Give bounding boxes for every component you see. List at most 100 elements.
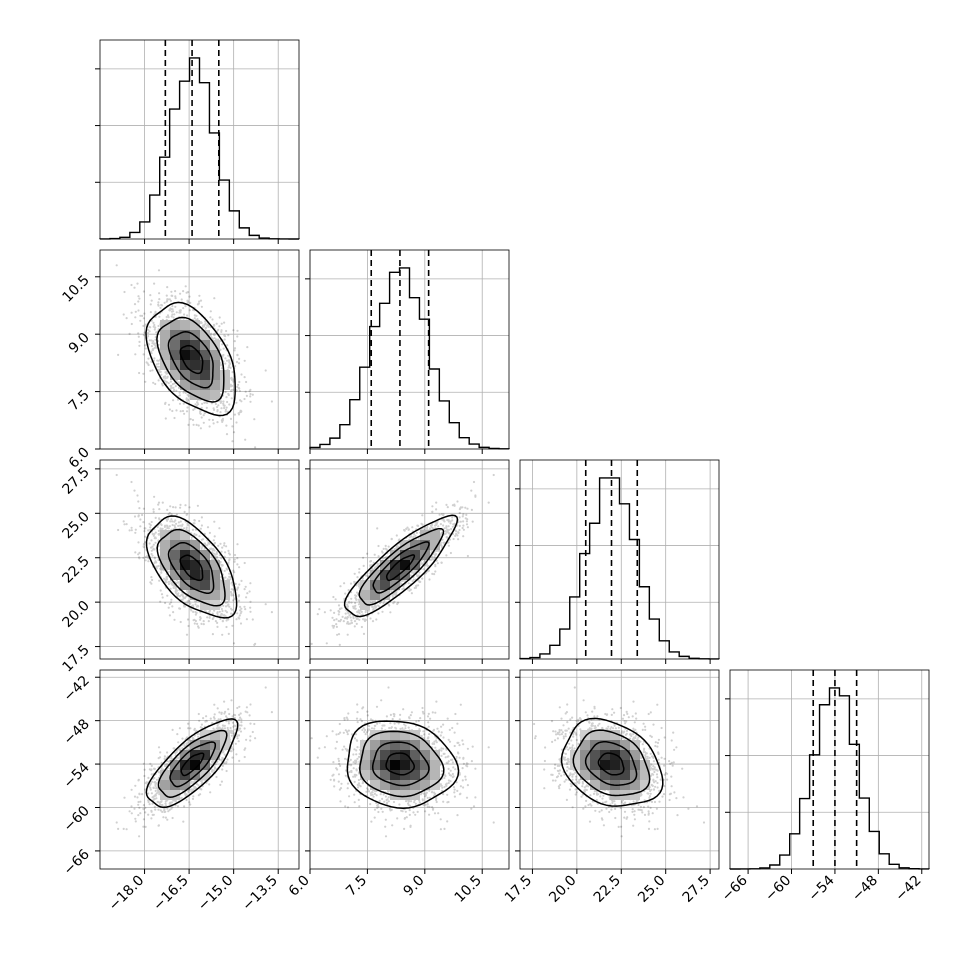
scatter-point bbox=[466, 507, 469, 510]
scatter-point bbox=[211, 418, 214, 422]
scatter-point bbox=[167, 527, 170, 530]
scatter-point bbox=[130, 311, 133, 314]
density-cell bbox=[160, 540, 170, 550]
scatter-point bbox=[142, 545, 145, 548]
scatter-point bbox=[171, 308, 174, 311]
scatter-point bbox=[141, 314, 144, 317]
scatter-point bbox=[459, 520, 462, 523]
scatter-point bbox=[166, 375, 169, 378]
scatter-point bbox=[212, 407, 215, 410]
scatter-point bbox=[240, 400, 243, 403]
scatter-point bbox=[200, 622, 203, 626]
scatter-point bbox=[162, 577, 166, 580]
scatter-point bbox=[196, 401, 199, 404]
scatter-point bbox=[186, 399, 190, 402]
scatter-point bbox=[168, 408, 171, 411]
scatter-point bbox=[264, 603, 267, 606]
scatter-point bbox=[249, 600, 252, 603]
scatter-point bbox=[183, 510, 186, 513]
scatter-point bbox=[375, 618, 378, 621]
scatter-point bbox=[166, 594, 169, 597]
scatter-point bbox=[221, 355, 224, 358]
scatter-point bbox=[233, 553, 237, 557]
scatter-point bbox=[224, 335, 227, 338]
scatter-point bbox=[224, 408, 227, 411]
scatter-point bbox=[152, 325, 155, 328]
scatter-point bbox=[229, 417, 233, 420]
scatter-point bbox=[338, 610, 341, 614]
scatter-point bbox=[123, 290, 126, 294]
scatter-point bbox=[170, 601, 173, 604]
scatter-point bbox=[130, 322, 133, 326]
scatter-point bbox=[458, 516, 461, 519]
panel-frame bbox=[99, 39, 300, 240]
scatter-point bbox=[335, 618, 338, 621]
scatter-point bbox=[168, 570, 171, 573]
scatter-point bbox=[239, 411, 242, 414]
scatter-point bbox=[220, 367, 223, 370]
scatter-point bbox=[451, 516, 454, 519]
scatter-point bbox=[248, 590, 251, 593]
scatter-point bbox=[154, 531, 157, 534]
density-cell bbox=[220, 380, 230, 390]
scatter-point bbox=[222, 404, 225, 407]
scatter-point bbox=[157, 501, 161, 504]
scatter-point bbox=[144, 344, 147, 347]
scatter-point bbox=[157, 503, 160, 506]
scatter-point bbox=[220, 564, 223, 567]
scatter-point bbox=[270, 611, 273, 614]
scatter-point bbox=[466, 554, 469, 558]
scatter-point bbox=[235, 360, 239, 364]
scatter-point bbox=[383, 599, 386, 602]
scatter-point bbox=[172, 506, 175, 509]
scatter-point bbox=[220, 607, 223, 611]
scatter-point bbox=[158, 508, 161, 511]
scatter-point bbox=[214, 620, 217, 623]
scatter-point bbox=[153, 342, 156, 345]
scatter-point bbox=[157, 362, 160, 365]
scatter-point bbox=[154, 344, 157, 348]
scatter-point bbox=[138, 371, 141, 375]
scatter-point bbox=[198, 519, 201, 523]
scatter-point bbox=[237, 586, 240, 589]
scatter-point bbox=[128, 529, 131, 532]
scatter-point bbox=[331, 616, 334, 619]
scatter-point bbox=[358, 571, 361, 574]
scatter-point bbox=[239, 409, 242, 412]
scatter-point bbox=[187, 590, 190, 593]
scatter-point bbox=[243, 588, 246, 591]
scatter-point bbox=[465, 520, 468, 523]
scatter-point bbox=[123, 523, 126, 526]
scatter-point bbox=[224, 615, 227, 618]
scatter-point bbox=[373, 553, 376, 556]
scatter-point bbox=[149, 303, 152, 306]
scatter-point bbox=[236, 353, 239, 356]
scatter-point bbox=[236, 354, 239, 357]
scatter-point bbox=[232, 388, 235, 391]
scatter-point bbox=[237, 413, 241, 416]
scatter-point bbox=[339, 585, 342, 588]
scatter-point bbox=[240, 373, 243, 376]
scatter-point bbox=[174, 290, 177, 293]
density-cell bbox=[200, 580, 210, 590]
scatter-point bbox=[202, 623, 205, 626]
scatter-point bbox=[194, 619, 197, 623]
scatter-point bbox=[170, 384, 173, 388]
scatter-point bbox=[133, 489, 136, 492]
scatter-point bbox=[205, 401, 208, 404]
scatter-point bbox=[165, 380, 168, 383]
scatter-point bbox=[139, 314, 142, 317]
scatter-point bbox=[193, 519, 196, 522]
scatter-point bbox=[148, 522, 151, 526]
scatter-point bbox=[360, 625, 363, 629]
scatter-point bbox=[198, 535, 201, 538]
y-tick-label: 20.0 bbox=[59, 598, 92, 631]
scatter-point bbox=[200, 524, 203, 527]
scatter-point bbox=[229, 607, 233, 610]
scatter-point bbox=[344, 612, 347, 615]
scatter-point bbox=[159, 600, 162, 603]
scatter-point bbox=[211, 617, 214, 621]
scatter-point bbox=[179, 503, 182, 506]
scatter-point bbox=[449, 551, 452, 555]
scatter-point bbox=[115, 264, 118, 267]
